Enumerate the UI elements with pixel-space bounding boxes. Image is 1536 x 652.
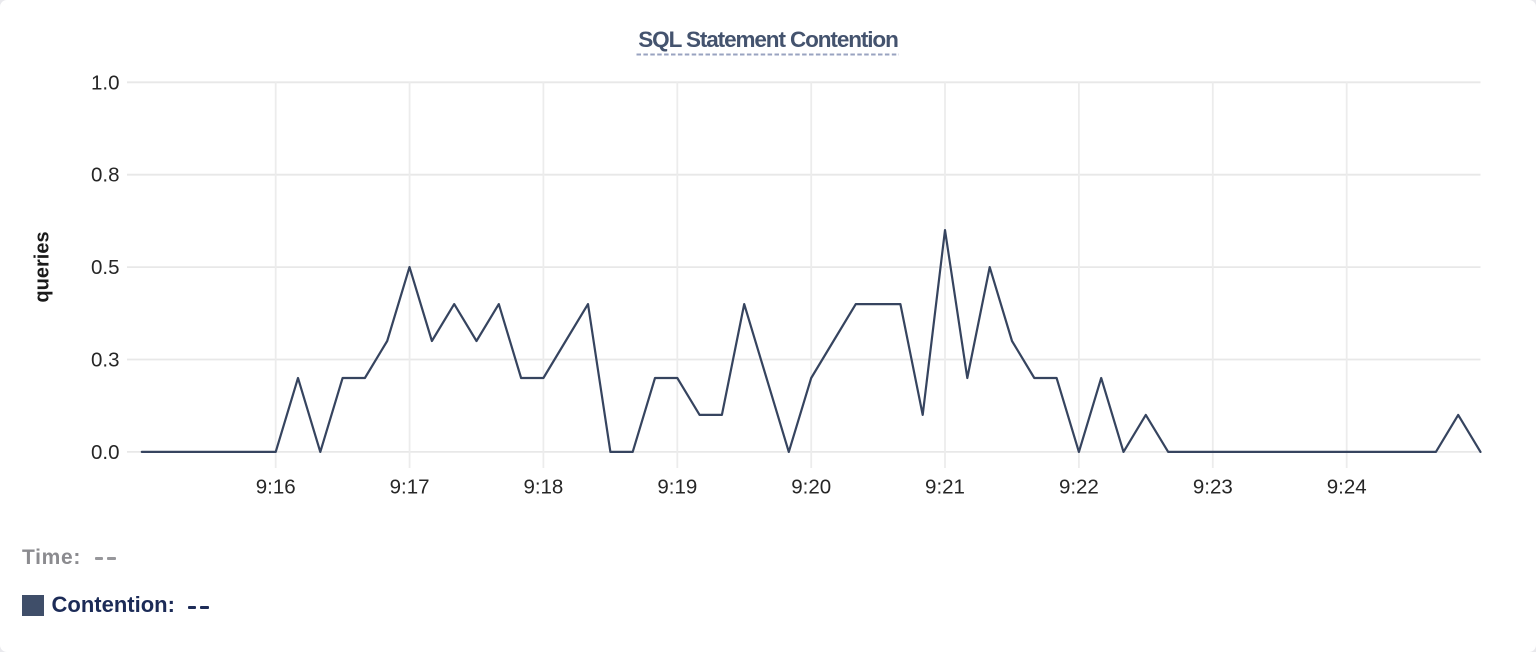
svg-text:9:22: 9:22 <box>1059 476 1099 499</box>
svg-text:9:24: 9:24 <box>1327 476 1367 499</box>
svg-text:9:20: 9:20 <box>791 476 831 499</box>
svg-text:9:16: 9:16 <box>256 476 296 499</box>
svg-text:1.0: 1.0 <box>91 71 120 94</box>
svg-text:9:21: 9:21 <box>925 476 965 499</box>
svg-text:0.8: 0.8 <box>91 164 120 187</box>
svg-text:0.5: 0.5 <box>91 256 120 279</box>
svg-text:0.0: 0.0 <box>91 441 120 464</box>
svg-text:0.3: 0.3 <box>91 349 120 372</box>
svg-text:9:17: 9:17 <box>390 476 430 499</box>
svg-text:9:19: 9:19 <box>657 476 697 499</box>
svg-text:9:23: 9:23 <box>1193 476 1233 499</box>
svg-text:queries: queries <box>32 231 54 302</box>
svg-text:9:18: 9:18 <box>523 476 563 499</box>
